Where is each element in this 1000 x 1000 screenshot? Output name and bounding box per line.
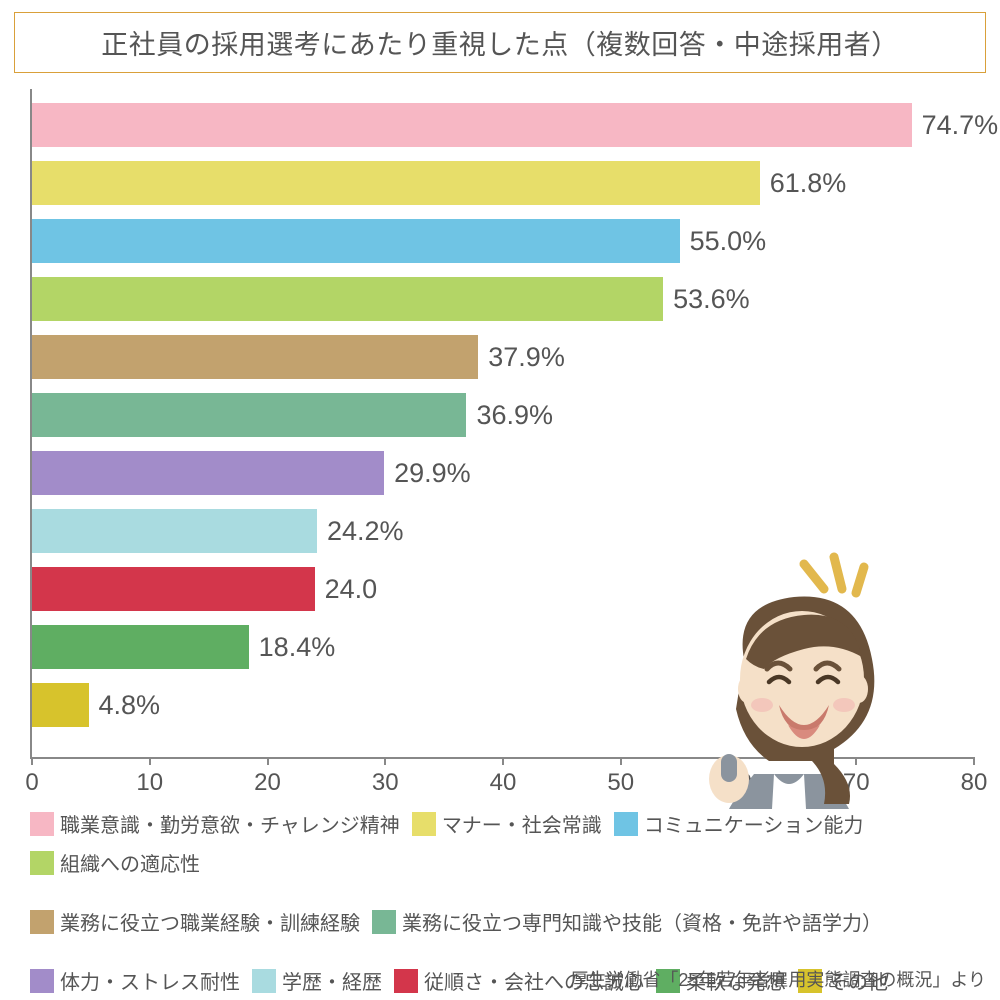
source-citation: 厚生労働省「25年若年者雇用実態調査の概況」より	[570, 966, 986, 992]
bar	[32, 509, 317, 553]
x-tick-label: 10	[136, 769, 163, 797]
bar	[32, 683, 89, 727]
legend-label: 業務に役立つ職業経験・訓練経験	[60, 907, 360, 936]
bar-value-label: 74.7%	[922, 110, 999, 141]
legend-item: コミュニケーション能力	[614, 809, 864, 838]
chart-area: 0102030405060708074.7%61.8%55.0%53.6%37.…	[30, 89, 974, 799]
bar-value-label: 55.0%	[690, 226, 767, 257]
legend-item: 職業意識・勤労意欲・チャレンジ精神	[30, 809, 400, 838]
legend-swatch	[30, 910, 54, 934]
bar-value-label: 24.2%	[327, 516, 404, 547]
bar-row: 55.0%	[32, 219, 766, 263]
legend-swatch	[252, 969, 276, 993]
x-tick-label: 0	[25, 769, 38, 797]
bar-row: 61.8%	[32, 161, 846, 205]
legend-item: マナー・社会常識	[412, 809, 602, 838]
x-tick-label: 30	[372, 769, 399, 797]
bar	[32, 161, 760, 205]
bar-value-label: 18.4%	[259, 632, 336, 663]
x-tick	[502, 757, 504, 765]
bar-value-label: 37.9%	[488, 342, 565, 373]
bar-row: 36.9%	[32, 393, 553, 437]
legend-swatch	[30, 812, 54, 836]
bar	[32, 335, 478, 379]
bar-row: 53.6%	[32, 277, 750, 321]
bar	[32, 451, 384, 495]
bar-value-label: 36.9%	[476, 400, 553, 431]
legend-swatch	[30, 851, 54, 875]
legend-label: マナー・社会常識	[442, 809, 602, 838]
legend-item: 組織への適応性	[30, 848, 200, 877]
bar-value-label: 53.6%	[673, 284, 750, 315]
legend-item: 業務に役立つ専門知識や技能（資格・免許や語学力）	[372, 907, 882, 936]
legend-label: 組織への適応性	[60, 848, 200, 877]
legend-label: コミュニケーション能力	[644, 809, 864, 838]
chart-title-box: 正社員の採用選考にあたり重視した点（複数回答・中途採用者）	[14, 12, 986, 73]
legend-swatch	[412, 812, 436, 836]
bar-row: 24.2%	[32, 509, 404, 553]
bar-value-label: 24.0	[325, 574, 378, 605]
bar-value-label: 61.8%	[770, 168, 847, 199]
x-tick-label: 80	[961, 769, 988, 797]
bar-row: 29.9%	[32, 451, 471, 495]
legend-item: 学歴・経歴	[252, 966, 382, 995]
legend-item: 体力・ストレス耐性	[30, 966, 240, 995]
legend-swatch	[614, 812, 638, 836]
bar-row: 74.7%	[32, 103, 998, 147]
x-tick	[267, 757, 269, 765]
bar	[32, 625, 249, 669]
bar-value-label: 29.9%	[394, 458, 471, 489]
bar-row: 18.4%	[32, 625, 335, 669]
legend-label: 学歴・経歴	[282, 966, 382, 995]
bar	[32, 567, 315, 611]
bar	[32, 219, 680, 263]
legend-label: 職業意識・勤労意欲・チャレンジ精神	[60, 809, 400, 838]
legend-swatch	[30, 969, 54, 993]
bar-row: 24.0	[32, 567, 377, 611]
woman-illustration	[674, 549, 904, 809]
x-tick-label: 20	[254, 769, 281, 797]
legend-label: 業務に役立つ専門知識や技能（資格・免許や語学力）	[402, 907, 882, 936]
legend-item: 業務に役立つ職業経験・訓練経験	[30, 907, 360, 936]
bar-value-label: 4.8%	[99, 690, 161, 721]
bar	[32, 393, 466, 437]
legend-row-break	[30, 946, 974, 956]
x-tick	[149, 757, 151, 765]
bar	[32, 277, 663, 321]
bar	[32, 103, 912, 147]
x-tick-label: 40	[490, 769, 517, 797]
x-tick	[620, 757, 622, 765]
x-tick	[973, 757, 975, 765]
legend-swatch	[394, 969, 418, 993]
bar-row: 37.9%	[32, 335, 565, 379]
chart-title: 正社員の採用選考にあたり重視した点（複数回答・中途採用者）	[101, 30, 899, 60]
bar-row: 4.8%	[32, 683, 160, 727]
legend-swatch	[372, 910, 396, 934]
x-tick	[31, 757, 33, 765]
x-tick	[384, 757, 386, 765]
legend-row-break	[30, 887, 974, 897]
x-tick-label: 50	[607, 769, 634, 797]
legend-label: 体力・ストレス耐性	[60, 966, 240, 995]
